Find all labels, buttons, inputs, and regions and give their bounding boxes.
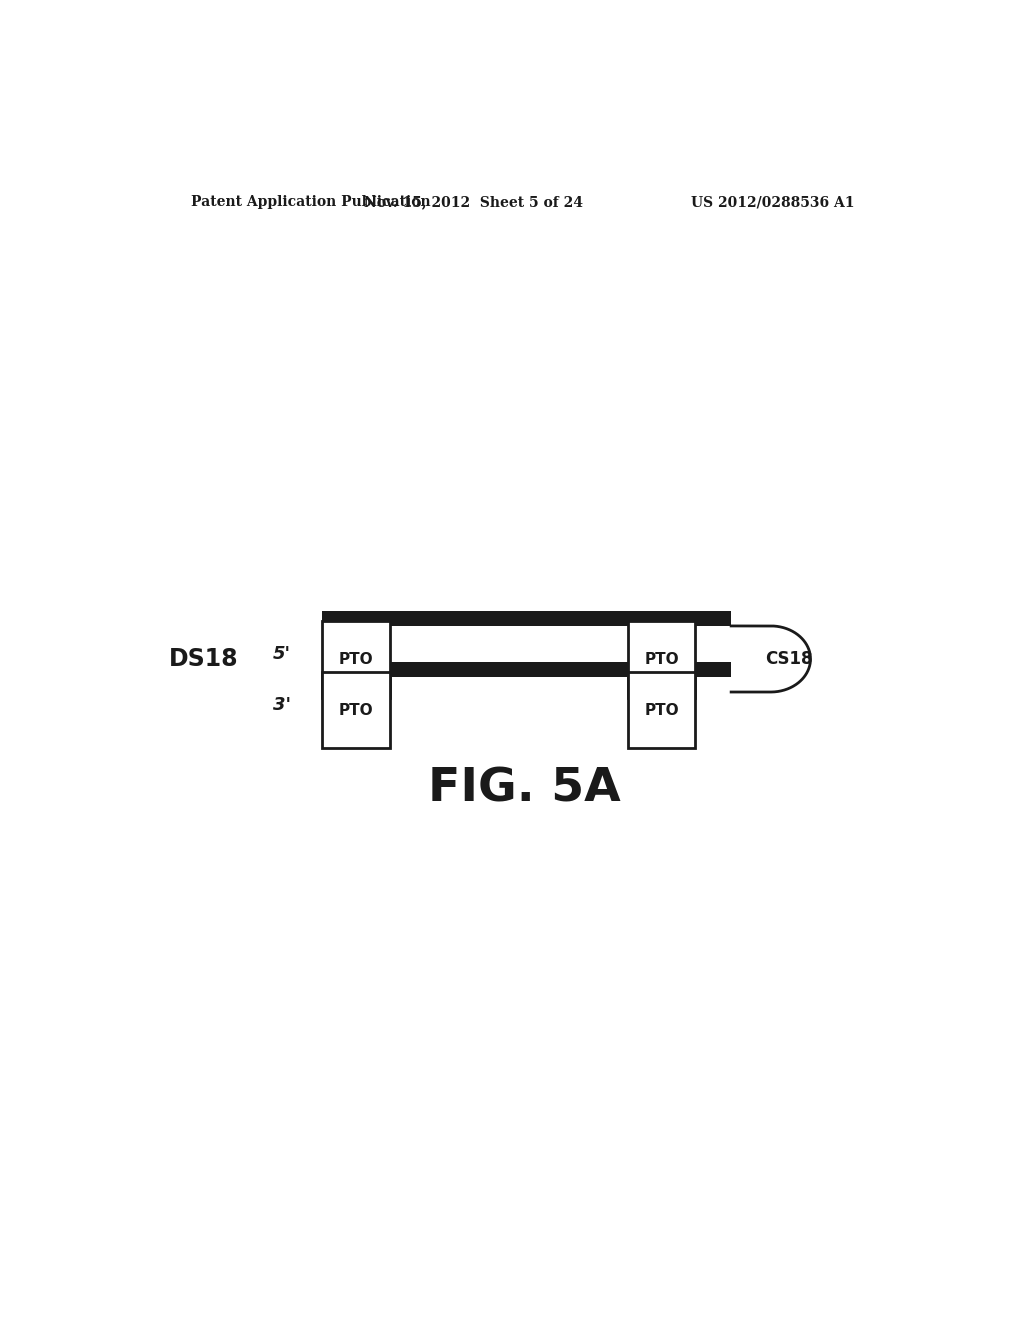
Text: CS18: CS18	[765, 649, 812, 668]
Bar	[323, 611, 731, 626]
Text: 5': 5'	[272, 645, 291, 664]
Bar	[628, 622, 695, 697]
Text: DS18: DS18	[169, 647, 239, 671]
Bar	[323, 672, 390, 748]
Bar	[323, 661, 731, 677]
Text: US 2012/0288536 A1: US 2012/0288536 A1	[690, 195, 854, 209]
Bar	[628, 672, 695, 748]
Text: PTO: PTO	[339, 702, 374, 718]
Text: PTO: PTO	[644, 652, 679, 667]
Text: Patent Application Publication: Patent Application Publication	[191, 195, 431, 209]
Text: PTO: PTO	[644, 702, 679, 718]
Bar	[323, 622, 390, 697]
Text: 3': 3'	[272, 696, 291, 714]
Text: PTO: PTO	[339, 652, 374, 667]
Text: Nov. 15, 2012  Sheet 5 of 24: Nov. 15, 2012 Sheet 5 of 24	[364, 195, 583, 209]
Text: FIG. 5A: FIG. 5A	[428, 766, 622, 810]
